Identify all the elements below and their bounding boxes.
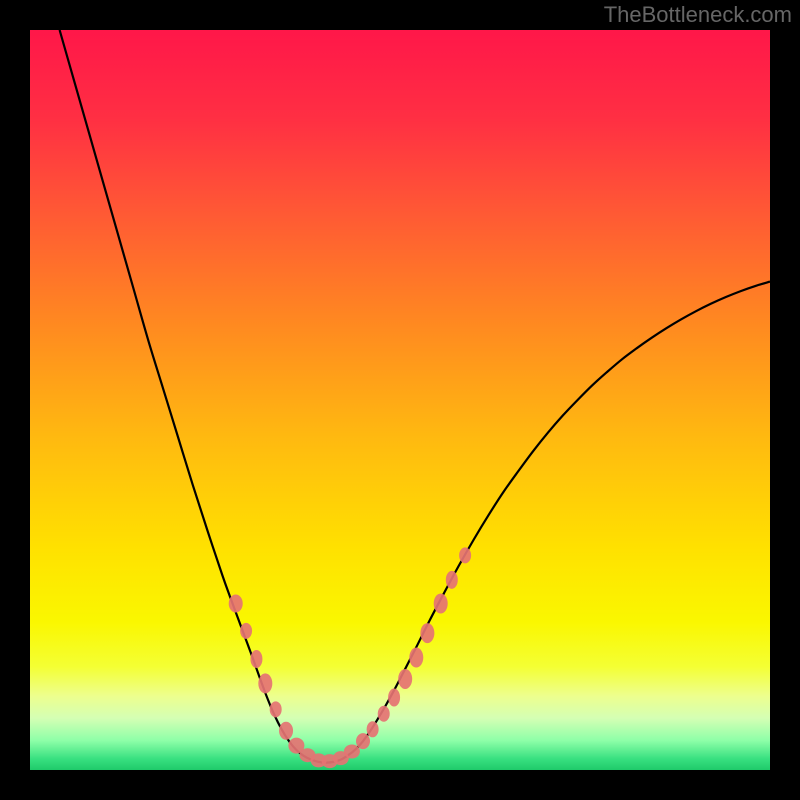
data-marker — [229, 595, 243, 613]
data-marker — [240, 623, 252, 639]
data-marker — [279, 722, 293, 740]
data-marker — [446, 571, 458, 589]
watermark-text: TheBottleneck.com — [604, 2, 792, 28]
data-marker — [270, 701, 282, 717]
data-marker — [367, 721, 379, 737]
data-marker — [378, 706, 390, 722]
data-marker — [258, 673, 272, 693]
data-marker — [434, 594, 448, 614]
gradient-background — [30, 30, 770, 770]
data-marker — [344, 745, 360, 759]
chart-svg — [30, 30, 770, 770]
plot-area — [30, 30, 770, 770]
data-marker — [250, 650, 262, 668]
data-marker — [420, 623, 434, 643]
canvas-root: TheBottleneck.com — [0, 0, 800, 800]
data-marker — [388, 688, 400, 706]
data-marker — [459, 547, 471, 563]
data-marker — [398, 669, 412, 689]
data-marker — [356, 733, 370, 749]
data-marker — [409, 648, 423, 668]
